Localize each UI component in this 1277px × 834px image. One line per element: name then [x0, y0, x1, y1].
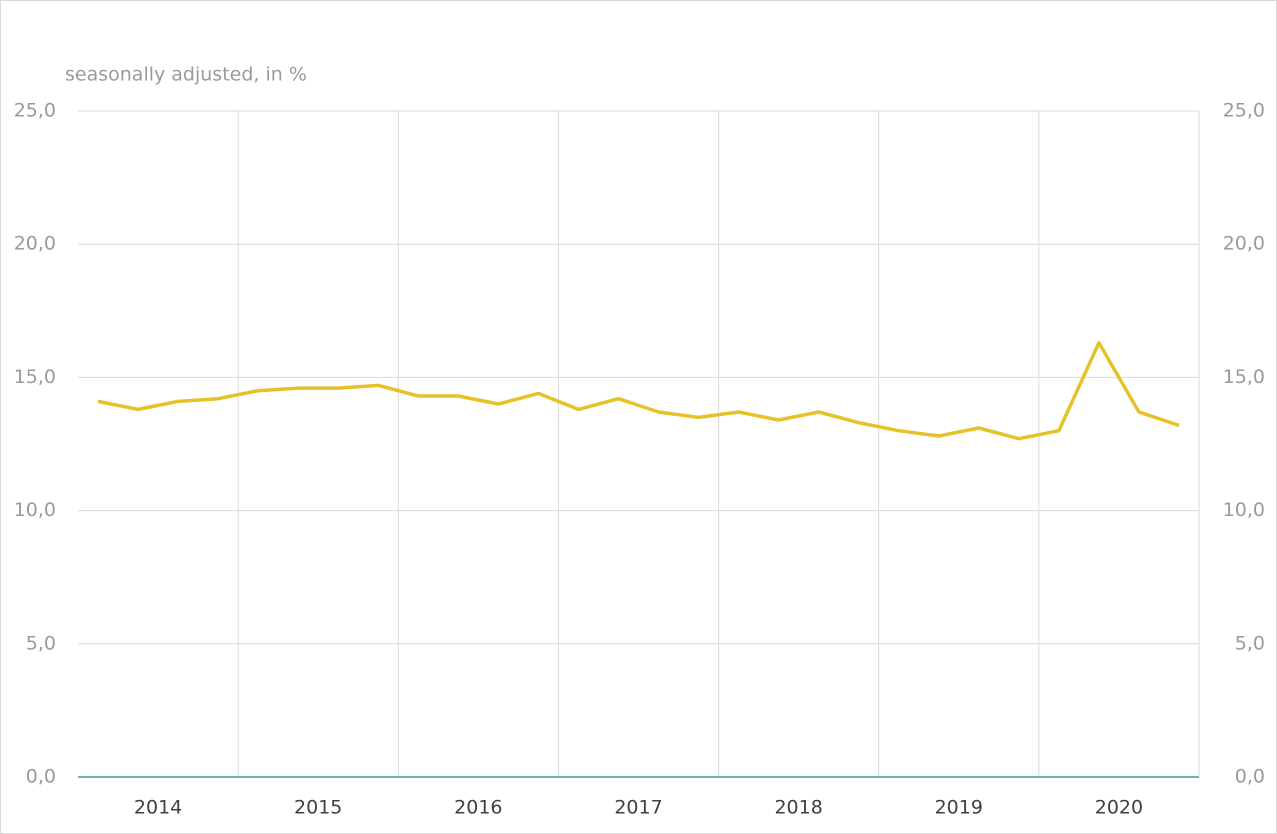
y-tick-label: 5,0 — [26, 632, 56, 654]
x-tick-label: 2020 — [1095, 797, 1143, 819]
y-tick-label: 15,0 — [14, 366, 56, 388]
y2-tick-label: 10,0 — [1223, 499, 1265, 521]
x-tick-label: 2015 — [294, 797, 342, 819]
y-tick-label: 0,0 — [26, 766, 56, 788]
y2-tick-label: 25,0 — [1223, 100, 1265, 122]
y2-tick-label: 15,0 — [1223, 366, 1265, 388]
line-series — [97, 341, 1180, 441]
y-tick-label: 10,0 — [14, 499, 56, 521]
chart-subtitle: seasonally adjusted, in % — [65, 64, 307, 86]
x-tick-label: 2018 — [774, 797, 822, 819]
x-tick-label: 2017 — [614, 797, 662, 819]
x-tick-label: 2019 — [935, 797, 983, 819]
y2-tick-label: 5,0 — [1235, 632, 1265, 654]
y2-tick-label: 20,0 — [1223, 233, 1265, 255]
x-tick-label: 2014 — [134, 797, 182, 819]
y-tick-label: 25,0 — [14, 100, 56, 122]
x-tick-label: 2016 — [454, 797, 502, 819]
y-tick-label: 20,0 — [14, 233, 56, 255]
y2-tick-label: 0,0 — [1235, 766, 1265, 788]
